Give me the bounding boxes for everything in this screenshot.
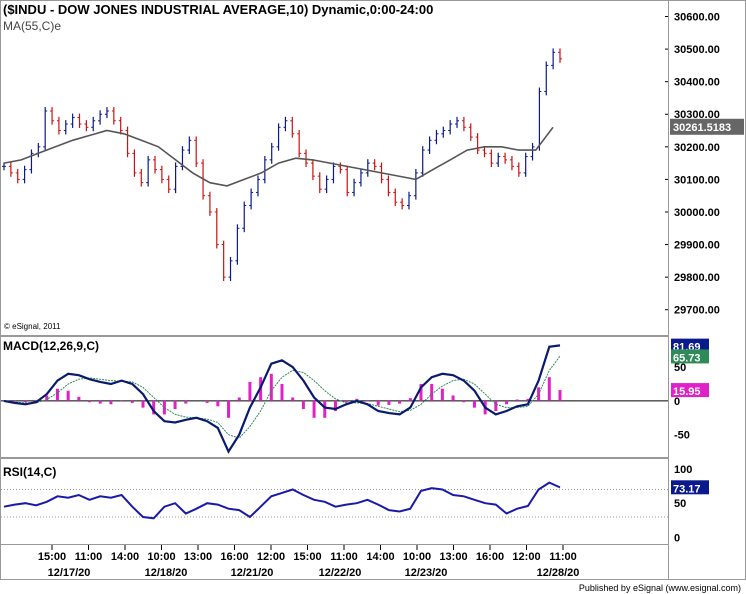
price-plot: 30600.00 30500.00 30400.00 30300.00 30200.00… <box>2 12 744 317</box>
histogram-value-badge <box>671 383 709 398</box>
x-time-label: 13:00 <box>184 551 212 563</box>
x-time-label: 14:00 <box>366 551 394 563</box>
price-tick-label: 30100.00 <box>674 174 720 186</box>
price-tick-label: 29900.00 <box>674 240 720 252</box>
x-time-label: 14:00 <box>111 551 139 563</box>
x-time-label: 11:00 <box>330 551 358 563</box>
macd-panel <box>0 336 669 458</box>
x-time-label: 12:00 <box>512 551 540 563</box>
x-time-label: 10:00 <box>403 551 431 563</box>
ma-label: MA(55,C)e <box>3 19 61 33</box>
macd-value-badge <box>671 338 709 353</box>
last-price-label: 30261.5183 <box>673 122 731 134</box>
ma-line <box>3 126 554 187</box>
rsi-tick-label: 50 <box>674 498 686 510</box>
signal-value-badge-text: 65.73 <box>673 352 701 364</box>
x-date-label: 12/28/20 <box>537 567 580 579</box>
signal-value-badge <box>671 349 709 364</box>
axis-labels: 15:00 11:00 14:00 10:00 13:00 16:00 12:00 15:00… <box>38 545 579 579</box>
price-tick-label: 30600.00 <box>674 12 720 24</box>
x-time-label: 11:00 <box>75 551 103 563</box>
rsi-line <box>3 481 561 520</box>
macd-line <box>3 344 561 454</box>
rsi-plot: 100 50 0 73.17 <box>1 464 709 545</box>
rsi-value-badge <box>671 480 709 495</box>
price-panel <box>0 0 669 336</box>
x-time-label: 11:00 <box>549 551 577 563</box>
price-tick-label: 30000.00 <box>674 207 720 219</box>
price-tick-label: 30200.00 <box>674 142 720 154</box>
macd-tick-label: 50 <box>674 362 686 374</box>
price-tick-label: 30300.00 <box>674 109 720 121</box>
x-time-label: 16:00 <box>220 551 248 563</box>
chart-title: ($INDU - DOW JONES INDUSTRIAL AVERAGE,10… <box>3 2 433 17</box>
x-time-label: 12:00 <box>257 551 285 563</box>
x-time-label: 15:00 <box>293 551 321 563</box>
copyright: © eSignal, 2011 <box>4 322 61 331</box>
macd-title: MACD(12,26,9,C) <box>3 339 99 353</box>
signal-line <box>3 355 561 439</box>
price-tick-label: 30400.00 <box>674 77 720 89</box>
rsi-title: RSI(14,C) <box>3 465 56 479</box>
rsi-panel <box>0 458 669 545</box>
macd-tick-label: -50 <box>674 430 690 442</box>
histogram-value-badge-text: 15.95 <box>673 386 701 398</box>
x-date-label: 12/21/20 <box>231 567 274 579</box>
x-date-label: 12/22/20 <box>319 567 362 579</box>
x-time-label: 16:00 <box>476 551 504 563</box>
x-date-label: 12/23/20 <box>405 567 448 579</box>
x-time-label: 10:00 <box>147 551 175 563</box>
price-tick-label: 30500.00 <box>674 44 720 56</box>
price-tick-label: 29700.00 <box>674 305 720 317</box>
publisher-credit: Published by eSignal (www.esignal.com) <box>579 583 741 593</box>
x-date-label: 12/17/20 <box>48 567 91 579</box>
x-time-label: 15:00 <box>38 551 66 563</box>
x-time-label: 13:00 <box>439 551 467 563</box>
rsi-value-text: 73.17 <box>673 483 701 495</box>
x-date-label: 12/18/20 <box>145 567 188 579</box>
last-price-marker <box>670 118 744 135</box>
macd-tick-label: 0 <box>674 396 680 408</box>
rsi-tick-label: 100 <box>674 464 692 476</box>
price-tick-label: 29800.00 <box>674 272 720 284</box>
x-axis-panel <box>0 544 669 580</box>
rsi-tick-label: 0 <box>674 533 680 545</box>
